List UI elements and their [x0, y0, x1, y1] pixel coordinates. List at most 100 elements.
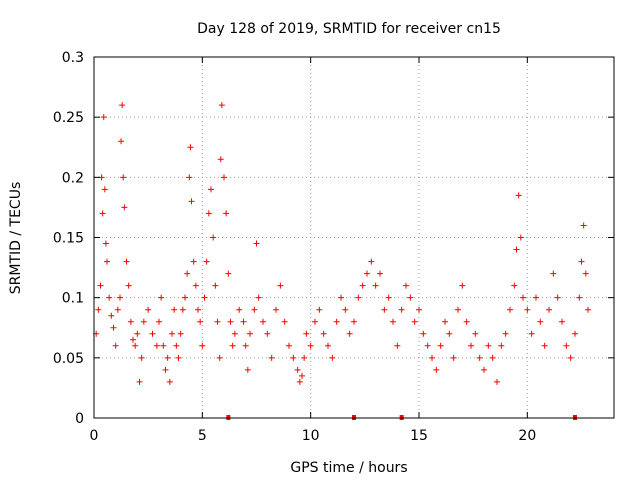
data-point [281, 318, 288, 325]
data-point [585, 306, 591, 313]
data-point [251, 306, 258, 313]
axis-ticks: 0 5 10 15 20 0 0.05 0.1 0.15 0.2 0.25 0.3 [53, 50, 614, 444]
data-point [359, 282, 366, 289]
data-point [264, 330, 271, 337]
data-point [546, 306, 552, 313]
data-point [214, 318, 221, 325]
data-point [301, 354, 308, 361]
data-point [95, 306, 102, 313]
y-tick-label: 0.25 [53, 110, 84, 126]
y-tick-label: 0.05 [53, 351, 84, 367]
data-point [329, 354, 336, 361]
data-point [208, 186, 214, 193]
data-point [160, 342, 167, 349]
data-point [216, 354, 223, 361]
data-point [117, 294, 123, 301]
data-point [120, 174, 127, 181]
data-point [210, 234, 217, 241]
data-point [563, 342, 570, 349]
y-tick-label: 0.3 [62, 50, 84, 66]
data-point [513, 246, 520, 253]
data-point [502, 330, 509, 337]
data-point [485, 342, 492, 349]
data-point [424, 342, 431, 349]
data-point [407, 294, 414, 301]
data-point [125, 282, 132, 289]
data-point [130, 336, 136, 343]
data-point [244, 366, 251, 373]
data-point [277, 282, 284, 289]
data-point [411, 318, 418, 325]
x-tick-label: 0 [90, 428, 99, 444]
data-point [494, 378, 500, 385]
data-point [162, 366, 169, 373]
data-point [221, 174, 227, 181]
x-tick-label: 15 [410, 428, 428, 444]
data-point [179, 306, 186, 313]
data-point [364, 270, 370, 277]
data-point [299, 372, 305, 379]
data-point [255, 294, 262, 301]
data-point [307, 342, 314, 349]
data-point [138, 354, 145, 361]
data-point [169, 330, 175, 337]
data-point [541, 342, 548, 349]
data-point [99, 210, 106, 217]
data-point [187, 144, 194, 151]
x-tick-label: 5 [198, 428, 207, 444]
data-point [567, 354, 574, 361]
data-point [290, 354, 297, 361]
data-point [199, 342, 206, 349]
data-point [247, 330, 253, 337]
data-point [164, 354, 171, 361]
data-point [127, 318, 134, 325]
data-point [212, 282, 219, 289]
data-point [134, 330, 141, 337]
data-point [437, 342, 444, 349]
data-point [320, 330, 327, 337]
data-point [114, 306, 121, 313]
data-point [205, 210, 212, 217]
data-point [227, 318, 234, 325]
data-point [119, 102, 126, 109]
data-point [498, 342, 505, 349]
data-point [582, 270, 589, 277]
data-point [171, 306, 178, 313]
data-point [528, 330, 535, 337]
data-point [342, 306, 349, 313]
data-point [377, 270, 383, 277]
data-point [173, 342, 180, 349]
data-point [175, 354, 182, 361]
data-point [550, 270, 557, 277]
data-point [385, 294, 392, 301]
data-point [140, 318, 147, 325]
data-point [101, 186, 108, 193]
data-point [195, 306, 201, 313]
data-point [132, 342, 139, 349]
data-point [121, 204, 128, 211]
data-point [158, 294, 165, 301]
x-tick-label: 10 [302, 428, 320, 444]
data-point [351, 318, 357, 325]
data-point [286, 342, 292, 349]
data-point [149, 330, 156, 337]
data-point [303, 330, 310, 337]
x-tick-label: 20 [518, 428, 536, 444]
data-point [472, 330, 479, 337]
data-point [355, 294, 362, 301]
data-point [217, 156, 224, 163]
data-point [123, 258, 130, 265]
data-point [236, 306, 243, 313]
data-point [481, 366, 487, 373]
data-point [580, 222, 587, 229]
y-tick-label: 0.15 [53, 231, 84, 247]
data-point [312, 318, 318, 325]
data-point [398, 306, 405, 313]
data-point [108, 312, 115, 319]
data-point [554, 294, 561, 301]
data-point [450, 354, 457, 361]
data-point [576, 294, 583, 301]
data-point [97, 282, 104, 289]
data-point [429, 354, 435, 361]
